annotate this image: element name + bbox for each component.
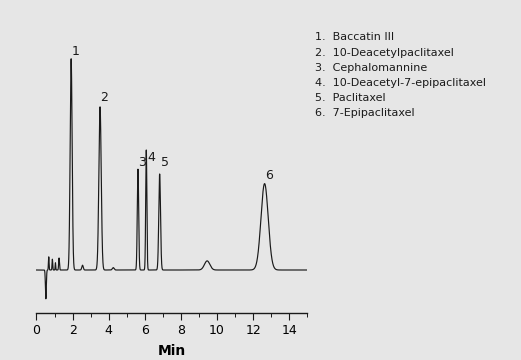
Text: 4: 4 (147, 152, 155, 165)
X-axis label: Min: Min (158, 344, 186, 358)
Text: 2: 2 (100, 91, 108, 104)
Text: 1: 1 (71, 45, 79, 58)
Text: 5: 5 (161, 156, 169, 169)
Text: 1.  Baccatin III
2.  10-Deacetylpaclitaxel
3.  Cephalomannine
4.  10-Deacetyl-7-: 1. Baccatin III 2. 10-Deacetylpaclitaxel… (315, 32, 486, 118)
Text: 6: 6 (265, 170, 273, 183)
Text: 3: 3 (138, 156, 145, 169)
